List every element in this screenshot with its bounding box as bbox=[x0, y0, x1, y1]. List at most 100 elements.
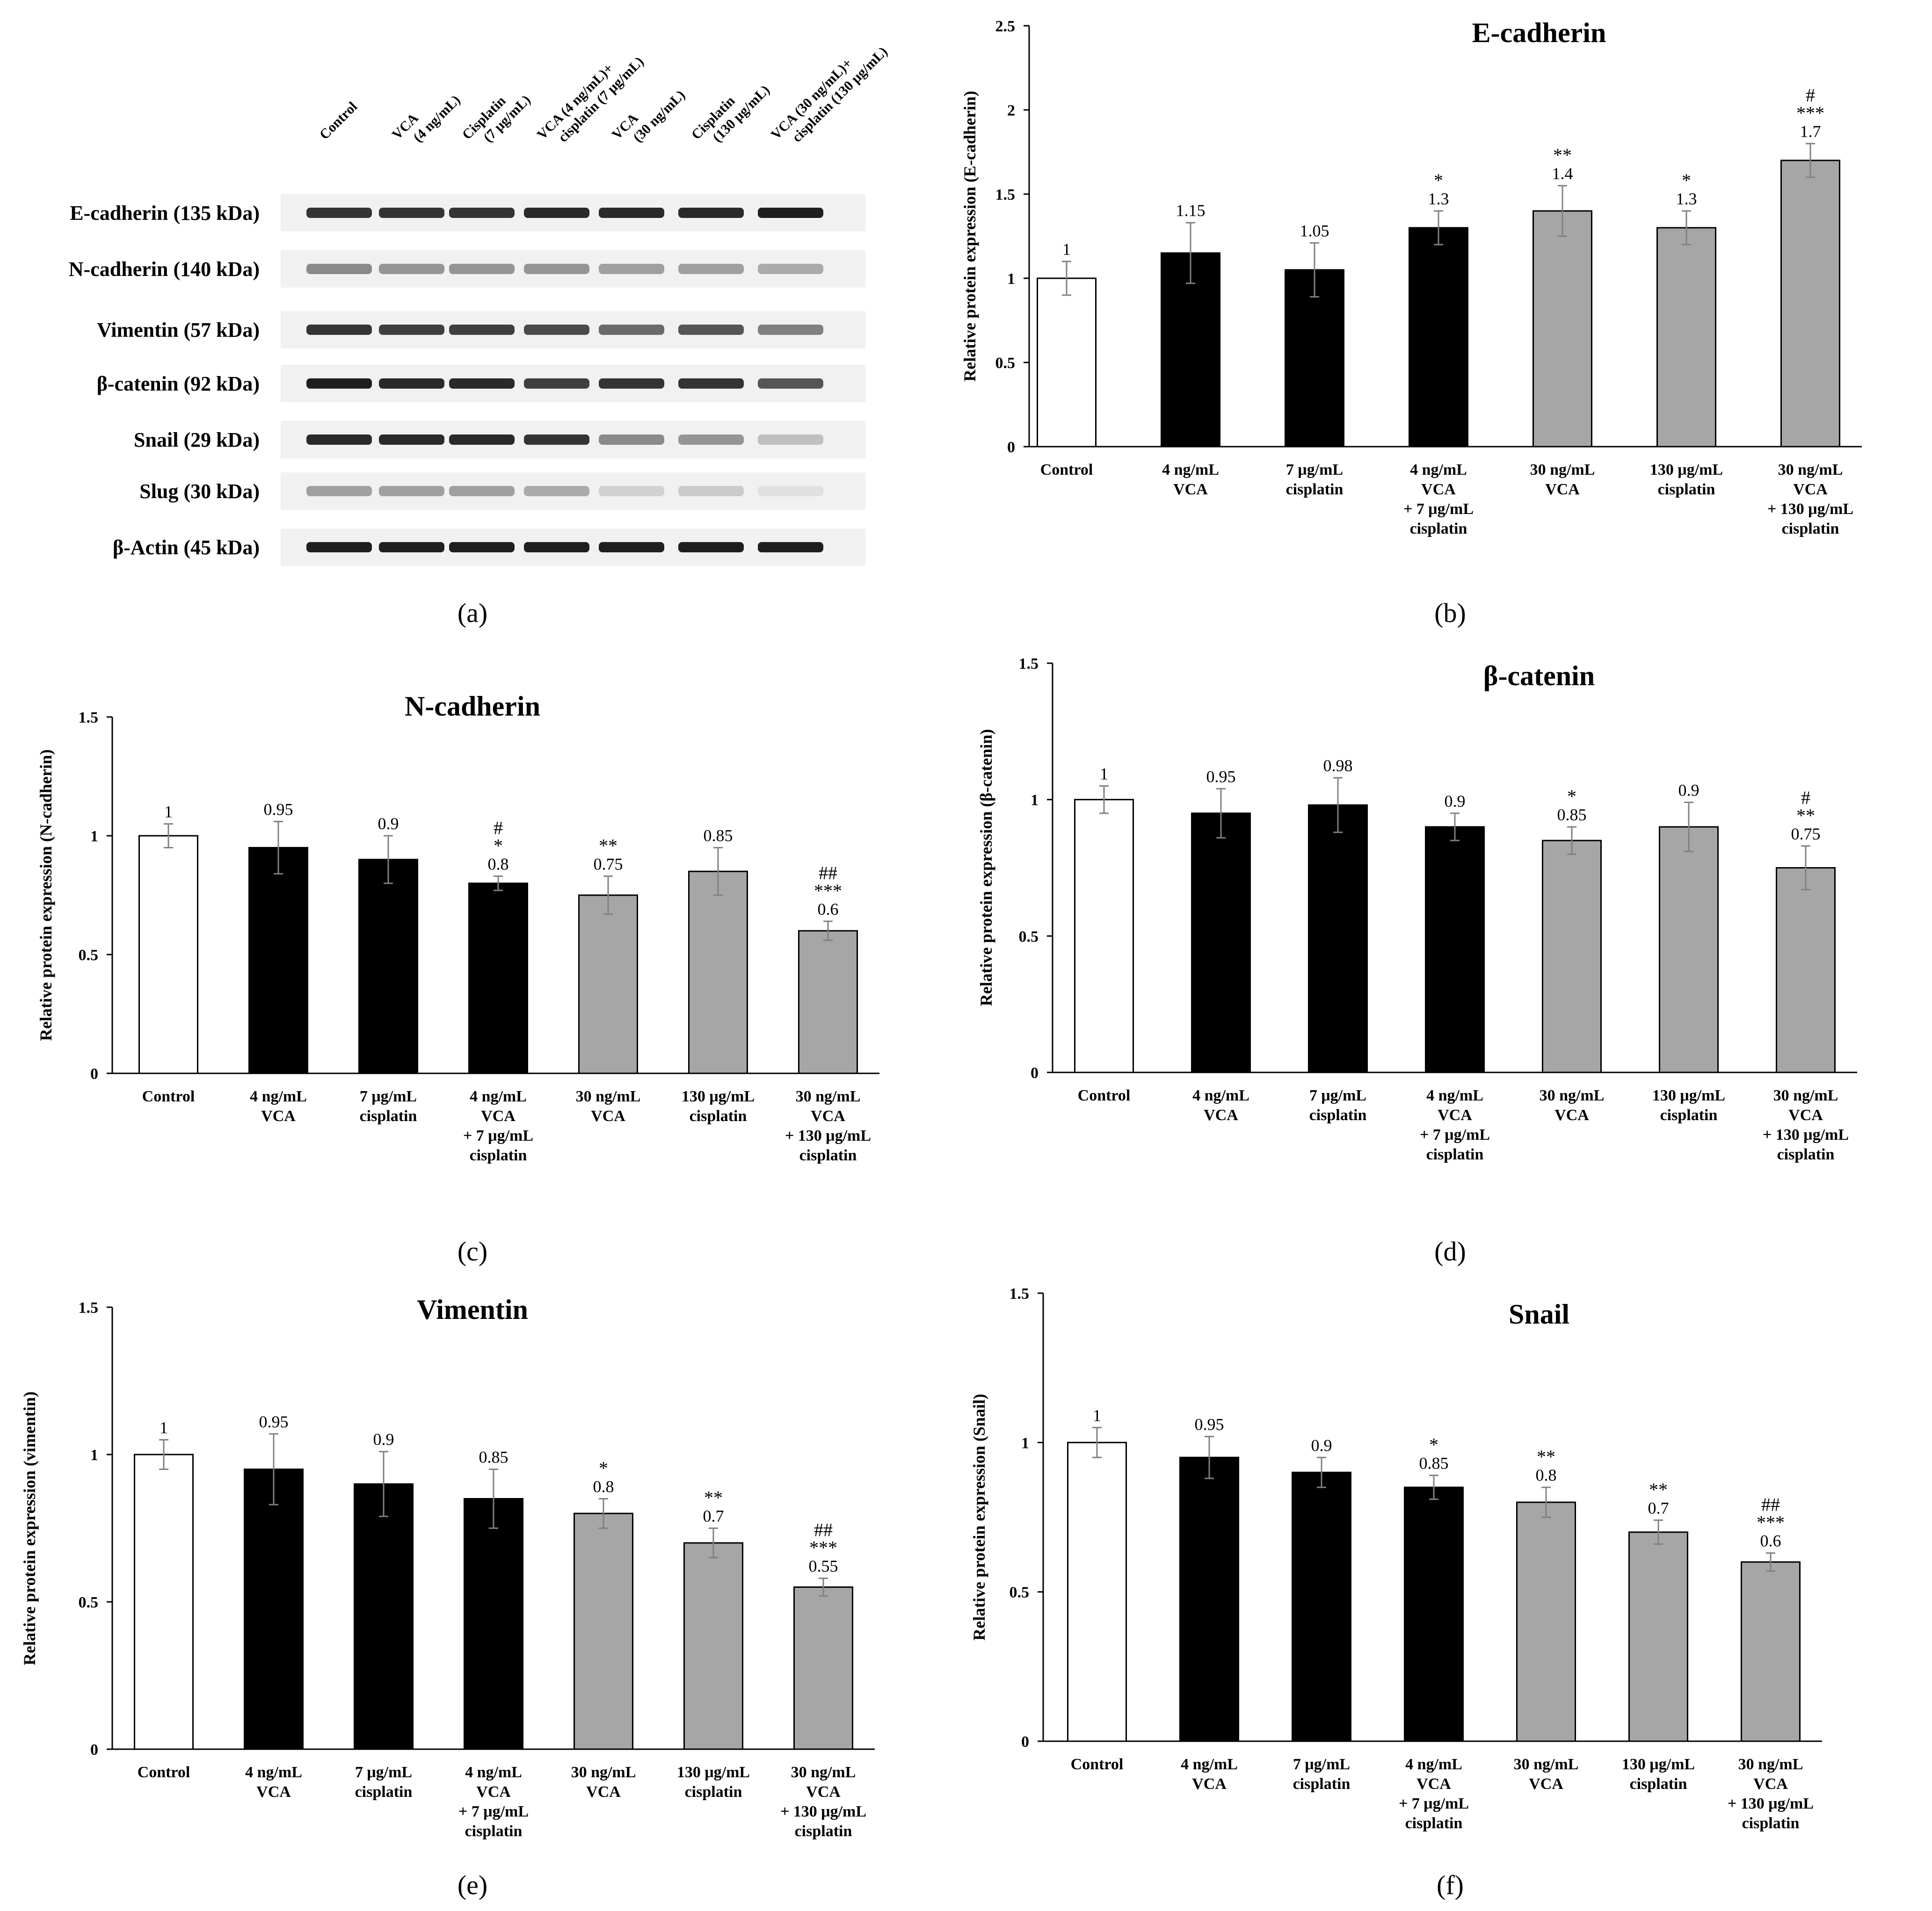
x-tick-label: cisplatin bbox=[1658, 481, 1715, 498]
western-blot-panel: Control VCA(4 ng/mL)Cisplatin(7 μg/mL) VCA… bbox=[69, 44, 891, 566]
band-label: E-cadherin (135 kDa) bbox=[70, 202, 260, 224]
significance-mark: ** bbox=[1537, 1446, 1555, 1467]
y-tick-label: 0.5 bbox=[79, 1594, 99, 1611]
chart-title: N-cadherin bbox=[405, 691, 540, 722]
y-tick-label: 1.5 bbox=[79, 1299, 99, 1317]
blot-band bbox=[678, 264, 744, 274]
blot-band bbox=[758, 325, 823, 335]
y-axis-label: Relative protein expression (N-cadherin) bbox=[36, 749, 55, 1041]
x-tick-label: Control bbox=[142, 1088, 195, 1105]
x-tick-label: 30 ng/mL bbox=[571, 1764, 636, 1781]
significance-mark: ## bbox=[819, 862, 837, 883]
data-label: 1.3 bbox=[1676, 189, 1697, 208]
chart-n-cadherin: N-cadherin Relative protein expression (N… bbox=[36, 691, 879, 1164]
significance-mark: *** bbox=[1796, 102, 1824, 123]
y-tick-label: 0 bbox=[90, 1065, 98, 1083]
blot-band bbox=[524, 378, 589, 389]
blot-band bbox=[758, 542, 823, 552]
blot-band bbox=[449, 542, 515, 552]
lane-label: VCA (4 ng/mL)+cisplatin (7 μg/mL) bbox=[534, 54, 647, 145]
x-tick-label: Control bbox=[1040, 461, 1093, 478]
blot-band bbox=[758, 378, 823, 389]
blot-band bbox=[449, 378, 515, 389]
bar bbox=[468, 883, 528, 1074]
data-label: 0.9 bbox=[378, 814, 399, 833]
bar bbox=[683, 1542, 743, 1750]
bar bbox=[1659, 826, 1719, 1073]
blot-band bbox=[758, 264, 823, 274]
bar bbox=[1776, 867, 1836, 1073]
y-tick-label: 1 bbox=[1007, 270, 1015, 288]
significance-mark: ** bbox=[1796, 805, 1815, 826]
bar bbox=[464, 1498, 523, 1750]
bar bbox=[248, 847, 308, 1074]
x-tick-label: Control bbox=[1071, 1756, 1124, 1773]
x-tick-label: 30 ng/mL bbox=[1540, 1087, 1605, 1104]
x-tick-label: 30 ng/mL bbox=[791, 1764, 856, 1781]
x-tick-label: 130 μg/mL bbox=[1650, 461, 1723, 478]
x-tick-label: 4 ng/mL bbox=[1192, 1087, 1249, 1104]
significance-mark: * bbox=[1429, 1434, 1438, 1455]
bar bbox=[138, 835, 198, 1074]
x-tick-label: VCA bbox=[256, 1783, 291, 1801]
x-tick-label: cisplatin bbox=[1777, 1146, 1835, 1163]
data-label: 1.15 bbox=[1176, 201, 1206, 220]
bar bbox=[1161, 252, 1220, 448]
y-tick-label: 1.5 bbox=[995, 186, 1016, 203]
x-tick-label: Control bbox=[138, 1764, 190, 1781]
data-label: 0.8 bbox=[1536, 1466, 1557, 1484]
y-tick-label: 1 bbox=[90, 828, 98, 845]
data-label: 1.3 bbox=[1428, 189, 1449, 208]
blot-band bbox=[379, 542, 444, 552]
y-tick-label: 0.5 bbox=[1010, 1584, 1030, 1601]
blot-band bbox=[678, 542, 744, 552]
x-tick-label: 130 μg/mL bbox=[677, 1764, 750, 1781]
blot-band bbox=[524, 208, 589, 218]
x-tick-label: cisplatin bbox=[465, 1823, 523, 1840]
data-label: 1.7 bbox=[1800, 122, 1821, 141]
x-tick-label: 4 ng/mL bbox=[1162, 461, 1219, 478]
y-tick-label: 1.5 bbox=[1019, 655, 1039, 673]
lane-label-line: (30 ng/mL) bbox=[630, 87, 688, 145]
x-tick-label: 30 ng/mL bbox=[1514, 1756, 1579, 1773]
blot-band bbox=[524, 434, 589, 445]
bar bbox=[134, 1454, 194, 1750]
blot-band bbox=[599, 542, 664, 552]
x-tick-label: VCA bbox=[476, 1783, 511, 1801]
bar bbox=[574, 1513, 633, 1750]
y-tick-label: 2 bbox=[1007, 102, 1015, 119]
x-tick-label: + 130 μg/mL bbox=[780, 1803, 866, 1820]
blot-band bbox=[678, 208, 744, 218]
significance-mark: * bbox=[1682, 170, 1691, 191]
y-tick-label: 1 bbox=[1021, 1434, 1029, 1452]
blot-band bbox=[449, 434, 515, 445]
significance-mark: *** bbox=[809, 1537, 837, 1558]
y-tick-label: 0 bbox=[1031, 1064, 1039, 1082]
x-tick-label: VCA bbox=[1788, 1107, 1823, 1124]
x-tick-label: + 130 μg/mL bbox=[1728, 1795, 1814, 1812]
panel-label-d: (d) bbox=[1434, 1236, 1466, 1267]
x-tick-label: cisplatin bbox=[1630, 1775, 1687, 1793]
data-label: 0.85 bbox=[479, 1448, 508, 1467]
x-tick-label: + 7 μg/mL bbox=[1403, 500, 1474, 518]
chart-snail: Snail Relative protein expression (Snail)… bbox=[970, 1285, 1822, 1832]
blot-band bbox=[599, 325, 664, 335]
data-label: 1 bbox=[1062, 240, 1071, 259]
panel-label-e: (e) bbox=[458, 1870, 487, 1900]
significance-mark: * bbox=[494, 835, 503, 856]
bar bbox=[1308, 804, 1368, 1073]
y-axis-label: Relative protein expression (β-catenin) bbox=[977, 729, 995, 1006]
blot-band bbox=[379, 434, 444, 445]
significance-mark: ## bbox=[1761, 1494, 1780, 1515]
data-label: 0.8 bbox=[593, 1477, 614, 1496]
x-tick-label: 4 ng/mL bbox=[1426, 1087, 1483, 1104]
bar bbox=[1037, 277, 1097, 448]
x-tick-label: cisplatin bbox=[1405, 1815, 1463, 1832]
bar bbox=[798, 930, 858, 1074]
x-tick-label: VCA bbox=[586, 1783, 621, 1801]
x-tick-label: cisplatin bbox=[1309, 1107, 1367, 1124]
data-label: 0.95 bbox=[1195, 1415, 1224, 1434]
y-tick-label: 0 bbox=[1021, 1733, 1029, 1751]
blot-band bbox=[379, 486, 444, 496]
